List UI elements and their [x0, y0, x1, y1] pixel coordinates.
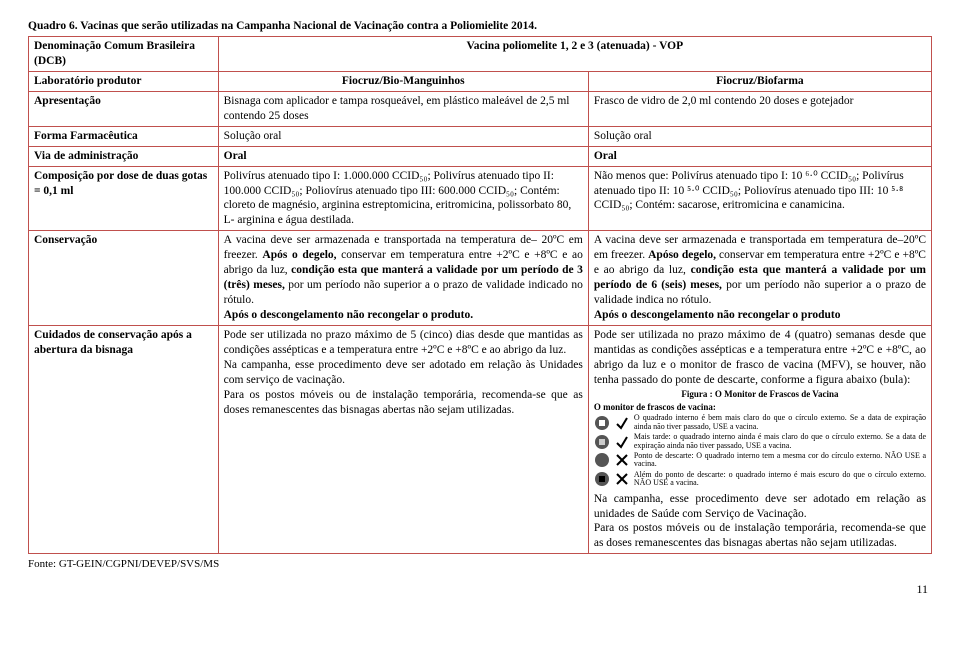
figure-text-4: Além do ponto de descarte: o quadrado in… — [634, 471, 926, 488]
check-icon — [614, 415, 630, 431]
table-row: Via de administração Oral Oral — [29, 146, 932, 166]
lab-biofarma: Fiocruz/Biofarma — [588, 71, 931, 91]
vaccine-table: Denominação Comum Brasileira (DCB) Vacin… — [28, 36, 932, 554]
mfv-icon-stage1 — [594, 415, 610, 431]
figure-text-1: O quadrado interno é bem mais claro do q… — [634, 414, 926, 431]
lab-biomanguinhos: Fiocruz/Bio-Manguinhos — [218, 71, 588, 91]
table-title: Quadro 6. Vacinas que serão utilizadas n… — [28, 20, 932, 32]
label-composicao: Composição por dose de duas gotas = 0,1 … — [29, 166, 219, 231]
label-conservacao: Conservação — [29, 231, 219, 326]
table-row: Apresentação Bisnaga com aplicador e tam… — [29, 91, 932, 126]
via-col3: Oral — [588, 146, 931, 166]
via-col2: Oral — [218, 146, 588, 166]
figure-subtitle: O monitor de frascos de vacina: — [594, 403, 926, 413]
table-row: Forma Farmacêutica Solução oral Solução … — [29, 126, 932, 146]
page-number: 11 — [28, 582, 932, 597]
figure-caption: Figura : O Monitor de Frascos de Vacina — [594, 390, 926, 400]
label-apresentacao: Apresentação — [29, 91, 219, 126]
conservacao-col2: A vacina deve ser armazenada e transport… — [218, 231, 588, 326]
mfv-icon-stage2 — [594, 434, 610, 450]
source-note: Fonte: GT-GEIN/CGPNI/DEVEP/SVS/MS — [28, 558, 932, 570]
mfv-icon-stage3 — [594, 452, 610, 468]
label-cuidados: Cuidados de conservação após a abertura … — [29, 325, 219, 553]
conservacao-col3: A vacina deve ser armazenada e transport… — [588, 231, 931, 326]
label-dcb: Denominação Comum Brasileira (DCB) — [29, 37, 219, 72]
figure-text-3: Ponto de descarte: O quadrado interno te… — [634, 452, 926, 469]
cuidados-col3: Pode ser utilizada no prazo máximo de 4 … — [588, 325, 931, 553]
mfv-figure: Figura : O Monitor de Frascos de Vacina … — [594, 390, 926, 488]
apresentacao-col2: Bisnaga com aplicador e tampa rosqueável… — [218, 91, 588, 126]
mfv-icon-stage4 — [594, 471, 610, 487]
x-icon — [614, 471, 630, 487]
forma-col2: Solução oral — [218, 126, 588, 146]
apresentacao-col3: Frasco de vidro de 2,0 ml contendo 20 do… — [588, 91, 931, 126]
table-row: Laboratório produtor Fiocruz/Bio-Manguin… — [29, 71, 932, 91]
composicao-col3: Não menos que: Polivírus atenuado tipo I… — [588, 166, 931, 231]
cuidados-col2: Pode ser utilizada no prazo máximo de 5 … — [218, 325, 588, 553]
table-row: Conservação A vacina deve ser armazenada… — [29, 231, 932, 326]
figure-text-2: Mais tarde: o quadrado interno ainda é m… — [634, 433, 926, 450]
table-row: Composição por dose de duas gotas = 0,1 … — [29, 166, 932, 231]
vaccine-name: Vacina poliomelite 1, 2 e 3 (atenuada) -… — [218, 37, 931, 72]
x-icon — [614, 452, 630, 468]
label-forma: Forma Farmacêutica — [29, 126, 219, 146]
table-row: Denominação Comum Brasileira (DCB) Vacin… — [29, 37, 932, 72]
table-row: Cuidados de conservação após a abertura … — [29, 325, 932, 553]
forma-col3: Solução oral — [588, 126, 931, 146]
composicao-col2: Polivírus atenuado tipo I: 1.000.000 CCI… — [218, 166, 588, 231]
label-via: Via de administração — [29, 146, 219, 166]
label-lab: Laboratório produtor — [29, 71, 219, 91]
check-icon — [614, 434, 630, 450]
